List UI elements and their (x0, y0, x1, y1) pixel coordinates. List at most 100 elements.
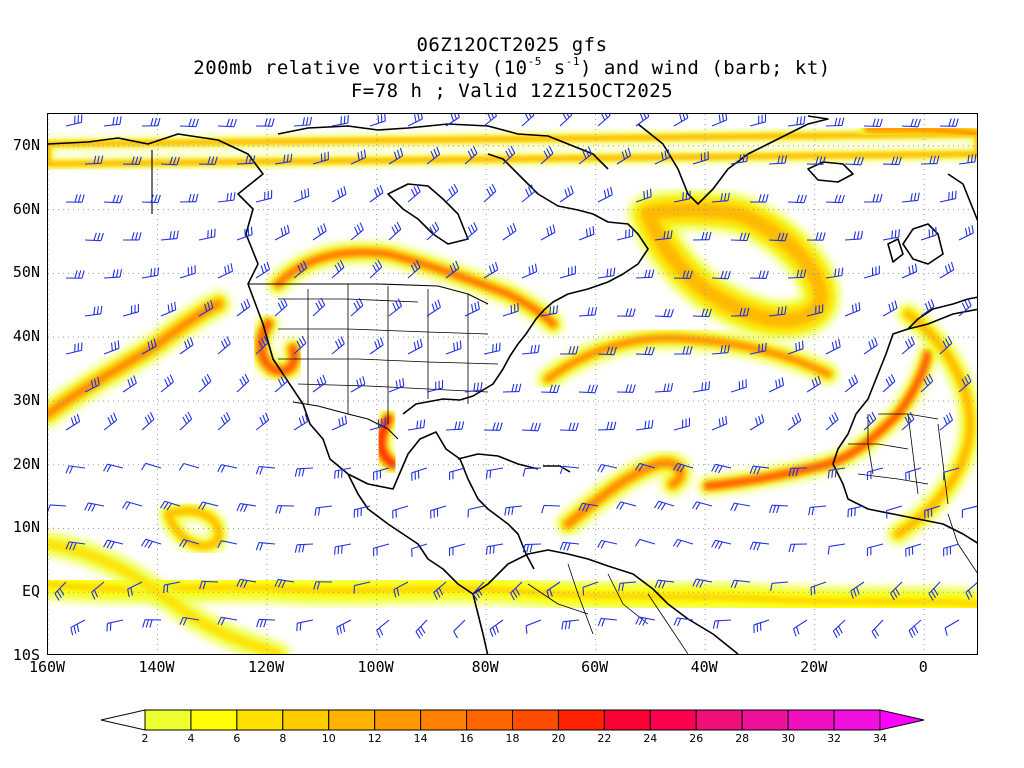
wind-barb (65, 413, 81, 431)
wind-barb (84, 305, 103, 317)
wind-barb (559, 346, 579, 355)
wind-barb (730, 502, 751, 512)
wind-barb (692, 578, 713, 588)
wind-barb (672, 462, 694, 473)
wind-barb (312, 374, 327, 393)
wind-barb (920, 373, 934, 393)
wind-barb (369, 184, 384, 203)
wind-barb (793, 619, 808, 637)
wind-barb (559, 185, 574, 203)
coastline-iberia (907, 296, 977, 330)
wind-barb (198, 373, 212, 393)
wind-barb (103, 412, 118, 431)
wind-barb (331, 259, 345, 279)
wind-barb (958, 153, 977, 165)
wind-barb (616, 308, 636, 317)
wind-barb (827, 543, 846, 555)
wind-barb (597, 346, 617, 356)
wind-barb (407, 114, 423, 127)
colorbar-tick-label: 30 (781, 732, 796, 745)
wind-barb (928, 581, 941, 601)
border-us-states (278, 284, 499, 424)
wind-barb (597, 114, 611, 127)
coastline-us-east (402, 153, 649, 415)
wind-barb (407, 260, 421, 279)
coastline-central-america (347, 473, 474, 595)
wind-barb (502, 303, 519, 317)
colorbar-tick-label: 14 (413, 732, 428, 745)
wind-barb (908, 619, 922, 639)
wind-barb (376, 619, 390, 638)
coastline-south-america-west (472, 593, 489, 654)
wind-barb (314, 505, 333, 516)
wind-barb (618, 581, 637, 592)
wind-barb (768, 306, 787, 317)
wind-barb (692, 231, 712, 241)
wind-barb (850, 581, 865, 599)
colorbar-segment (282, 709, 330, 731)
wind-barb (540, 145, 554, 165)
wind-barb (654, 308, 674, 318)
colorbar-tick-label: 32 (827, 732, 842, 745)
vorticity-shading (48, 120, 977, 654)
wind-barb (597, 539, 618, 549)
wind-barb (65, 270, 85, 279)
wind-barb (635, 616, 656, 626)
colorbar-segment (420, 709, 468, 731)
wind-barb (521, 344, 540, 355)
border-south-america-countries (527, 563, 689, 654)
wind-barb (863, 118, 883, 128)
lon-tick-label: 80W (471, 658, 499, 676)
wind-barb (712, 619, 732, 629)
wind-barb (559, 465, 580, 475)
lon-tick-label: 20W (800, 658, 828, 676)
wind-barb (546, 581, 561, 599)
wind-barb (654, 230, 673, 241)
wind-barb (673, 270, 693, 279)
coastline-greenland (637, 115, 829, 205)
wind-barb (749, 541, 770, 551)
colorbar-tick-label: 4 (187, 732, 195, 745)
wind-barb (890, 581, 903, 601)
wind-barb (464, 146, 478, 165)
wind-barb (433, 581, 447, 600)
wind-barb (502, 383, 522, 393)
wind-barb (54, 581, 67, 601)
wind-barb (540, 224, 556, 241)
wind-barb (84, 376, 100, 393)
wind-barb (84, 502, 105, 512)
wind-barb (415, 619, 428, 639)
wind-barb (768, 232, 788, 242)
vorticity-wind-map (48, 114, 977, 654)
wind-barb (84, 232, 104, 242)
wind-barb (65, 194, 85, 203)
wind-barb (753, 619, 770, 633)
wind-barb (730, 232, 750, 242)
wind-barb (65, 541, 86, 551)
wind-barb (179, 118, 199, 128)
coastline-cuba (457, 453, 539, 470)
wind-barb (217, 118, 237, 128)
wind-barb (140, 462, 162, 471)
wind-barb (198, 156, 218, 165)
wind-barb (217, 336, 231, 355)
colorbar-segment (190, 709, 238, 731)
wind-barb (430, 505, 447, 519)
wind-barb (863, 265, 880, 279)
wind-barb (353, 505, 371, 518)
colorbar-tick-label: 16 (459, 732, 474, 745)
wind-barb (255, 412, 270, 431)
colorbar-tick-label: 24 (643, 732, 658, 745)
wind-barb (140, 538, 162, 549)
wind-barb (886, 505, 903, 519)
wind-barb (199, 580, 219, 590)
wind-barb (274, 224, 290, 241)
wind-barb (882, 229, 900, 241)
lat-tick-label: 20N (12, 454, 40, 473)
wind-barb (616, 147, 632, 165)
wind-barb (369, 417, 386, 431)
map-title-line-1: 06Z12OCT2025 gfs (416, 34, 608, 56)
wind-barb (426, 146, 441, 165)
wind-barb (920, 155, 940, 165)
wind-barb (770, 581, 789, 592)
